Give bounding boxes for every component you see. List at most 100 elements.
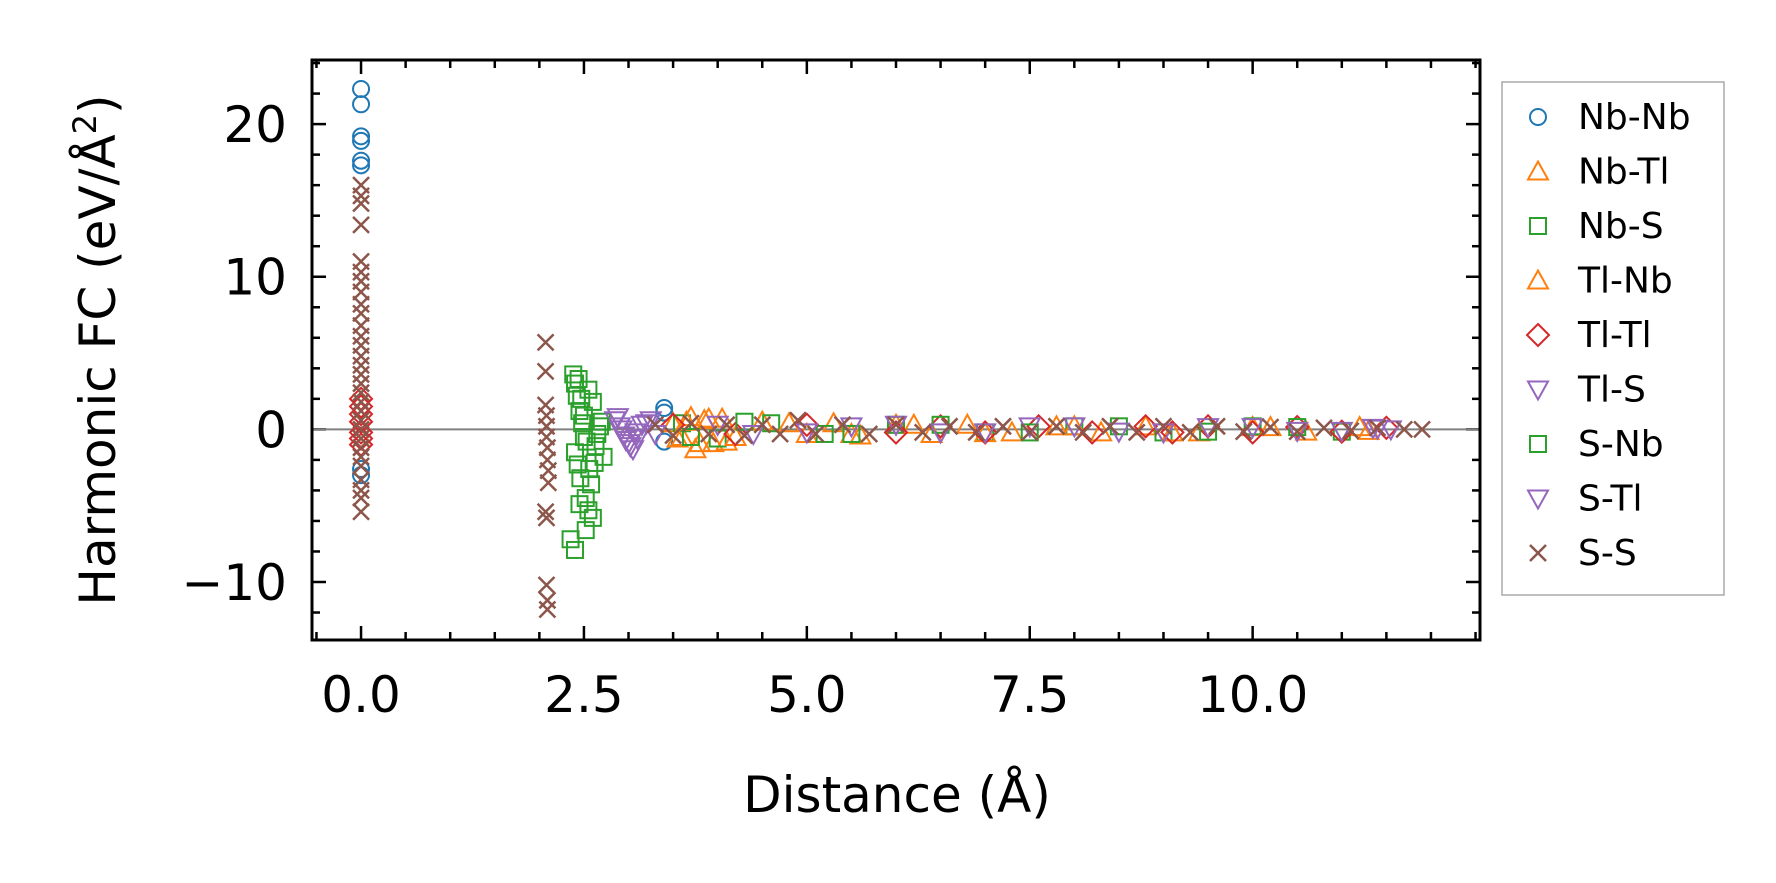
data-point (928, 423, 953, 445)
data-point (1379, 420, 1403, 442)
data-point (902, 412, 926, 434)
data-point (538, 600, 557, 619)
data-point (1074, 423, 1093, 442)
legend-frame (1501, 81, 1725, 596)
data-point (606, 408, 630, 430)
data-point (1020, 423, 1039, 442)
legend-marker (1529, 217, 1547, 235)
data-point (1365, 419, 1390, 441)
x-tick-label: 2.5 (544, 666, 624, 724)
legend-marker (1529, 108, 1547, 126)
legend-entry-tl-tl: Tl-Tl (1525, 315, 1652, 356)
data-point (1208, 417, 1226, 436)
data-point (1044, 414, 1069, 436)
data-point (569, 370, 588, 388)
x-tick-label: 10.0 (1197, 666, 1308, 724)
data-point (623, 423, 648, 445)
data-point (566, 540, 585, 559)
data-point (1127, 423, 1146, 442)
data-markers (348, 80, 1431, 619)
data-point (352, 481, 370, 500)
y-tick-label: 0 (255, 401, 287, 459)
data-point (842, 424, 861, 443)
legend-label: Nb-S (1578, 206, 1664, 247)
data-point (352, 127, 371, 146)
data-point (735, 426, 754, 445)
data-point (688, 431, 712, 453)
data-point (789, 411, 807, 430)
data-point (1199, 422, 1218, 441)
data-point (352, 457, 370, 475)
data-point (352, 194, 370, 213)
data-point (348, 426, 374, 451)
legend-label: Tl-S (1577, 370, 1646, 411)
legend-entry-s-s: S-S (1529, 533, 1637, 574)
data-point (884, 415, 908, 437)
data-point (1133, 414, 1158, 436)
legend-entry-tl-nb: Tl-Nb (1526, 261, 1673, 302)
data-point (664, 426, 682, 445)
data-point (639, 411, 663, 433)
x-tick-label: 7.5 (990, 666, 1070, 724)
data-point (1368, 418, 1387, 437)
data-point (1261, 418, 1280, 436)
data-point (352, 502, 370, 521)
data-point (1101, 417, 1119, 436)
data-point (1154, 417, 1173, 436)
data-point (590, 417, 609, 436)
data-point (1330, 421, 1354, 443)
data-point (576, 521, 595, 540)
data-point (536, 333, 555, 352)
y-tick-label: 10 (223, 249, 287, 307)
data-point (955, 412, 980, 434)
data-point (771, 425, 789, 443)
series-s-s (352, 176, 1431, 619)
data-point (352, 151, 371, 170)
legend-label: S-Tl (1578, 479, 1643, 520)
data-point (1047, 417, 1066, 436)
data-point (352, 460, 371, 479)
data-point (574, 406, 593, 425)
y-axis-label-close: ) (69, 94, 127, 114)
legend-entry-s-nb: S-Nb (1529, 424, 1664, 465)
data-point (1020, 423, 1039, 442)
data-point (582, 475, 601, 494)
data-point (1234, 422, 1253, 441)
data-point (1151, 423, 1176, 445)
legend-marker (1529, 544, 1547, 562)
y-axis-label-main: Harmonic FC (eV/Å (69, 134, 127, 605)
legend-marker (1526, 159, 1550, 181)
legend-label: Nb-Tl (1578, 152, 1669, 193)
data-point (994, 417, 1012, 436)
plot-frame (310, 58, 1482, 642)
data-point (682, 414, 700, 433)
data-point (1258, 415, 1283, 437)
data-point (352, 131, 371, 150)
data-point (570, 495, 589, 514)
data-point (352, 215, 370, 234)
data-point (777, 411, 801, 433)
legend-marker (1526, 268, 1550, 290)
x-tick-label: 0.0 (321, 666, 401, 724)
data-point (708, 429, 727, 448)
legend-entry-nb-tl: Nb-Tl (1526, 152, 1669, 193)
data-point (1285, 421, 1309, 443)
data-point (536, 502, 555, 521)
data-point (1395, 420, 1414, 439)
data-point (1373, 415, 1399, 441)
data-point (1079, 420, 1105, 445)
data-point (795, 423, 819, 445)
data-point (352, 95, 371, 114)
legend-entry-tl-s: Tl-S (1526, 370, 1646, 411)
data-point (1288, 422, 1307, 441)
data-point (539, 473, 558, 492)
legend-label: S-S (1578, 533, 1637, 574)
data-point (655, 399, 674, 417)
y-tick-label: −10 (181, 554, 287, 612)
y-axis-label: Harmonic FC (eV/Å2) (66, 94, 127, 605)
legend-entry-nb-nb: Nb-Nb (1529, 97, 1691, 138)
data-point (860, 425, 879, 443)
data-point (646, 415, 665, 434)
legend-label: Tl-Tl (1577, 315, 1652, 356)
